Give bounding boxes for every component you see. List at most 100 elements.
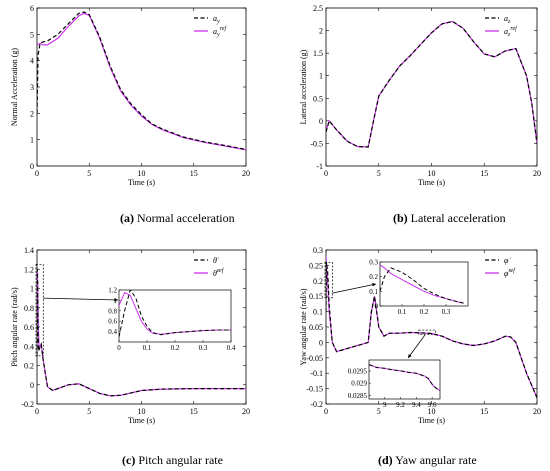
inset-series-actual-line (119, 291, 231, 335)
x-tick-label: 15 (190, 407, 198, 416)
y-tick-label: 1 (30, 285, 34, 294)
y-tick-label: 0.8 (24, 304, 34, 313)
zoom-box-bottom (418, 329, 437, 336)
y-tick-label: 2 (319, 27, 323, 36)
inset-series-reference-line (380, 267, 464, 304)
y-axis-label: Normal Acceleration (g) (10, 48, 19, 127)
y-tick-label: 6 (30, 4, 34, 13)
inset-frame (379, 261, 469, 307)
y-tick-label: 0.4 (24, 342, 34, 351)
x-tick-label: 10 (138, 169, 146, 178)
legend-label: azref (504, 25, 518, 38)
inset-x-tick-label: 0.1 (143, 344, 152, 352)
y-tick-label: 0 (30, 381, 34, 390)
legend-label: φ̇ (504, 256, 511, 265)
x-tick-label: 5 (87, 407, 91, 416)
inset-y-tick-label: 0.0295 (348, 367, 368, 375)
x-tick-label: 15 (190, 169, 198, 178)
legend-label: ay (213, 14, 220, 25)
y-tick-label: 1.4 (24, 246, 34, 255)
y-tick-label: 0 (319, 338, 323, 347)
y-tick-label: 2 (30, 109, 34, 118)
x-tick-label: 10 (428, 169, 436, 178)
inset-x-tick-label: 0.3 (199, 344, 208, 352)
inset-y-tick-label: 0 (375, 303, 379, 311)
inset-y-tick-label: 0.4 (108, 328, 117, 336)
y-axis-label: Lateral acceleration (g) (299, 49, 308, 124)
y-axis-label: Pitch angular rate (rad/s) (10, 287, 19, 367)
caption-a: (a) Normal acceleration (120, 211, 235, 225)
y-tick-label: 1 (319, 72, 323, 81)
series-group (37, 269, 246, 397)
y-tick-label: 1.5 (313, 49, 323, 58)
x-axis-label: Time (s) (418, 178, 445, 187)
y-axis-label: Yaw angular rate (rad/s) (299, 288, 308, 365)
y-tick-label: 0.1 (313, 308, 323, 317)
zoom-box-top (324, 261, 333, 299)
inset-x-tick-label: 0.4 (227, 344, 236, 352)
caption-c: (c) Pitch angular rate (122, 453, 223, 467)
x-tick-label: 20 (533, 169, 541, 178)
x-tick-label: 10 (138, 407, 146, 416)
y-tick-label: -0.2 (21, 400, 34, 409)
y-tick-label: -0.15 (306, 385, 323, 394)
zoom-arrow-top (332, 283, 377, 294)
chart-panel-3: 0 5 10 15 20 -0.2 -0.15 -0.1 -0.05 0 0.05 0.1 0.15 0.… (299, 246, 541, 425)
x-tick-label: 5 (377, 169, 381, 178)
inset-y-tick-label: 0.3 (369, 259, 378, 267)
y-tick-label: 0.3 (313, 246, 323, 255)
inset-yaw-top: 0.1 0.2 0.3 0 0.1 0.2 0.3 (369, 259, 469, 316)
x-tick-label: 0 (324, 407, 328, 416)
y-tick-label: 0.05 (309, 323, 323, 332)
inset-series-group (119, 290, 231, 337)
series-group (37, 11, 246, 151)
y-tick-label: 1.2 (24, 265, 34, 274)
inset-x-tick-label: 9.6 (428, 401, 437, 409)
inset-x-tick-label: 0.2 (420, 308, 429, 316)
inset-series-reference-line (369, 364, 440, 392)
inset-y-tick-label: 0.1 (369, 288, 378, 296)
legend-label: φ̇ref (504, 267, 516, 278)
x-tick-label: 0 (324, 169, 328, 178)
inset-frame (368, 359, 441, 400)
inset-x-tick-label: 9.2 (396, 401, 405, 409)
inset-series-group (369, 364, 440, 392)
x-axis-label: Time (s) (128, 178, 155, 187)
inset-x-tick-label: 9 (383, 401, 387, 409)
zoom-arrow-top-head (372, 283, 376, 287)
inset-pitch: 0 0.1 0.2 0.3 0.4 0.4 0.6 0.8 1 1.2 (108, 287, 236, 353)
chart-panel-0: 0 5 10 15 20 0 1 2 3 4 5 6 Time (s) Normal Accelerati… (10, 4, 250, 187)
inset-y-tick-label: 1 (114, 297, 118, 305)
inset-frame (118, 289, 232, 343)
y-tick-label: 0.25 (309, 261, 323, 270)
inset-x-tick-label: 0.3 (442, 308, 451, 316)
series-reference-line (37, 11, 246, 150)
inset-y-tick-label: 0.0285 (348, 392, 368, 400)
zoom-box (35, 264, 44, 357)
inset-series-group (380, 264, 464, 304)
caption-b: (b) Lateral acceleration (393, 211, 506, 225)
y-tick-label: 5 (30, 30, 34, 39)
y-tick-label: 0.5 (313, 94, 323, 103)
inset-y-tick-label: 0.029 (351, 380, 367, 388)
series-reference-line (326, 262, 537, 399)
x-axis-label: Time (s) (128, 416, 155, 425)
plot-frame (325, 7, 538, 167)
inset-series-actual-line (380, 264, 464, 304)
inset-y-tick-label: 1.2 (108, 287, 117, 295)
series-reference-line (37, 269, 246, 397)
x-tick-label: 20 (242, 407, 250, 416)
zoom-arrow (43, 297, 119, 301)
inset-x-tick-label: 0 (117, 344, 121, 352)
inset-y-tick-label: 0.8 (108, 307, 117, 315)
legend-label: az (504, 14, 511, 25)
x-tick-label: 0 (35, 407, 39, 416)
legend-label: ayref (213, 25, 227, 38)
x-tick-label: 5 (377, 407, 381, 416)
x-tick-label: 20 (242, 169, 250, 178)
x-tick-label: 0 (35, 169, 39, 178)
x-axis-label: Time (s) (418, 416, 445, 425)
